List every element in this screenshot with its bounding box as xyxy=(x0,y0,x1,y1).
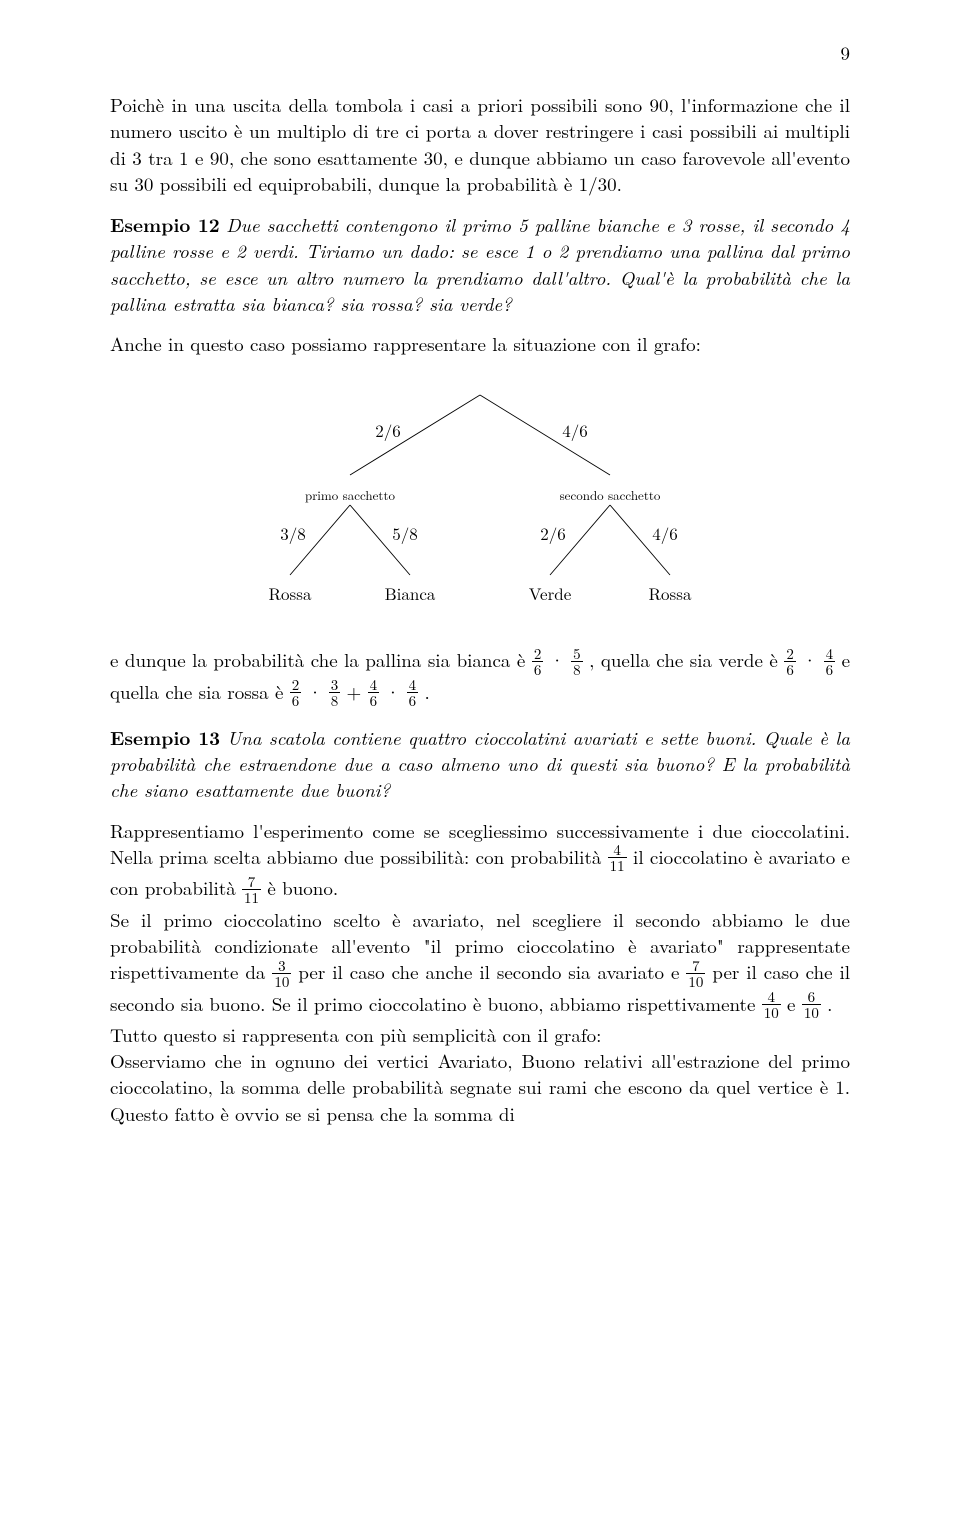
fraction-2-6b: 26 xyxy=(784,646,796,677)
svg-text:4/6: 4/6 xyxy=(562,418,588,442)
example-12: Esempio 12 Due sacchetti contengono il p… xyxy=(110,211,850,317)
fraction-3-10: 310 xyxy=(272,958,291,989)
text: , quella che sia verde è xyxy=(589,646,784,673)
page: 9 Poichè in una uscita della tombola i c… xyxy=(0,0,960,1187)
svg-text:Verde: Verde xyxy=(529,581,572,605)
paragraph-intro: Poichè in una uscita della tombola i cas… xyxy=(110,92,850,197)
example-12-label: Esempio 12 xyxy=(110,210,220,238)
text: . xyxy=(424,678,429,705)
fraction-5-8: 58 xyxy=(571,646,583,677)
paragraph-exp1: Rappresentiamo l'esperimento come se sce… xyxy=(110,818,850,907)
example-13-body: Una scatola contiene quattro cioccolatin… xyxy=(110,724,850,803)
example-12-body: Due sacchetti contengono il primo 5 pall… xyxy=(110,211,850,317)
paragraph-exp2: Se il primo cioccolatino scelto è avaria… xyxy=(110,907,850,1022)
paragraph-result: e dunque la probabilità che la pallina s… xyxy=(110,647,850,710)
fraction-7-11: 711 xyxy=(242,874,261,905)
example-13-label: Esempio 13 xyxy=(110,723,220,751)
svg-text:primo sacchetto: primo sacchetto xyxy=(305,485,396,504)
text: e xyxy=(787,990,802,1017)
svg-text:2/6: 2/6 xyxy=(540,521,566,545)
probability-tree: 2/6 primo sacchetto 4/6 secondo sacchetto 3/… xyxy=(110,385,850,615)
text: per il caso che anche il secondo sia ava… xyxy=(298,958,686,985)
svg-text:secondo sacchetto: secondo sacchetto xyxy=(560,485,661,504)
fraction-4-10: 410 xyxy=(762,989,781,1020)
svg-text:5/8: 5/8 xyxy=(392,521,418,545)
paragraph-grafo-intro: Anche in questo caso possiamo rappresent… xyxy=(110,331,850,357)
text: e dunque la probabilità che la pallina s… xyxy=(110,646,532,673)
fraction-4-11: 411 xyxy=(608,842,627,873)
fraction-6-10: 610 xyxy=(802,989,821,1020)
text: è buono. xyxy=(267,874,338,901)
page-number: 9 xyxy=(110,40,850,66)
svg-text:3/8: 3/8 xyxy=(280,521,306,545)
svg-text:4/6: 4/6 xyxy=(652,521,678,545)
svg-text:Rossa: Rossa xyxy=(269,581,312,605)
paragraph-grafo2: Tutto questo si rappresenta con più semp… xyxy=(110,1022,850,1048)
fraction-2-6c: 26 xyxy=(290,677,302,708)
tree-svg: 2/6 primo sacchetto 4/6 secondo sacchetto 3/… xyxy=(180,385,780,615)
fraction-2-6: 26 xyxy=(532,646,544,677)
fraction-4-6: 46 xyxy=(824,646,836,677)
svg-text:Bianca: Bianca xyxy=(385,581,436,605)
fraction-4-6b: 46 xyxy=(368,677,380,708)
fraction-7-10: 710 xyxy=(686,958,705,989)
paragraph-observe: Osserviamo che in ognuno dei vertici Ava… xyxy=(110,1048,850,1127)
fraction-3-8: 38 xyxy=(329,677,341,708)
svg-text:Rossa: Rossa xyxy=(649,581,692,605)
text: . xyxy=(827,990,832,1017)
fraction-4-6c: 46 xyxy=(407,677,419,708)
example-13: Esempio 13 Una scatola contiene quattro … xyxy=(110,724,850,804)
svg-text:2/6: 2/6 xyxy=(375,418,401,442)
